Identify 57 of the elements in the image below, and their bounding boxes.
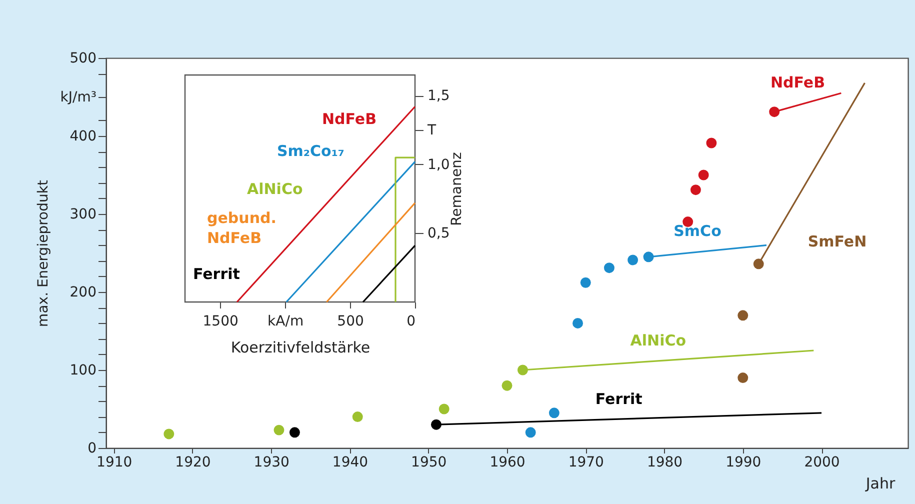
x-tick-label: 0 <box>406 314 416 330</box>
point <box>164 428 174 440</box>
y2-axis-title: Remanenz <box>448 152 465 226</box>
point <box>289 427 300 438</box>
x-tick-label: 1960 <box>490 454 526 470</box>
y-axis-title: max. Energieprodukt <box>35 180 52 327</box>
series-label: NdFeB <box>322 110 377 128</box>
y2-tick-label: 1,5 <box>428 88 450 104</box>
y2-tick-label: 0,5 <box>428 226 450 242</box>
x-tick-label: 1950 <box>411 454 447 470</box>
point <box>352 412 363 422</box>
x-tick-label: 1910 <box>96 454 132 470</box>
text: AlNiCo <box>630 331 686 350</box>
text: SmFeN <box>808 232 867 251</box>
y-tick-label: 300 <box>70 206 96 222</box>
point <box>548 408 560 418</box>
point <box>438 404 450 414</box>
y2-tick-label: T <box>426 122 436 139</box>
x-tick-label: 1920 <box>175 454 211 470</box>
point <box>502 380 512 391</box>
point <box>572 318 584 328</box>
text: gebund. NdFeB <box>207 209 276 247</box>
series-label: SmCo <box>674 222 722 240</box>
point <box>698 170 709 180</box>
x-tick-label: 1940 <box>332 454 368 470</box>
y-tick-label: 100 <box>70 362 96 378</box>
text: Ferrit <box>193 265 240 283</box>
point <box>738 310 748 321</box>
point <box>580 277 591 288</box>
text: Ferrit <box>595 390 642 408</box>
point <box>604 262 614 274</box>
text: AlNiCo <box>247 180 303 198</box>
point <box>274 424 284 436</box>
y-tick-label: kJ/m³ <box>60 90 96 106</box>
x-tick-label: kA/m <box>268 314 304 330</box>
x-tick-label: 2000 <box>804 454 840 470</box>
x-tick-label: 1500 <box>202 314 238 330</box>
point <box>690 184 701 196</box>
x-tick-label: 1980 <box>646 454 683 470</box>
point <box>525 427 536 438</box>
point <box>738 372 748 384</box>
y2-tick-label: 1,0 <box>428 156 450 173</box>
series-label: NdFeB <box>770 73 826 92</box>
point <box>706 138 717 148</box>
y-tick-label: 0 <box>88 440 96 456</box>
y-tick-label: 200 <box>70 284 96 300</box>
point <box>628 254 638 266</box>
x-tick-label: 1970 <box>568 454 604 470</box>
x-axis-title: Koerzitivfeldstärke <box>230 338 370 356</box>
y-tick-label: 400 <box>70 128 96 144</box>
x-tick-label: 1930 <box>254 454 290 470</box>
x-axis-title: Jahr <box>864 474 896 492</box>
text: Sm₂Co₁₇ <box>277 142 344 160</box>
point <box>769 106 780 118</box>
x-tick-label: 500 <box>337 314 364 330</box>
y-tick-label: 500 <box>70 50 96 66</box>
x-tick-label: 1990 <box>726 454 762 470</box>
